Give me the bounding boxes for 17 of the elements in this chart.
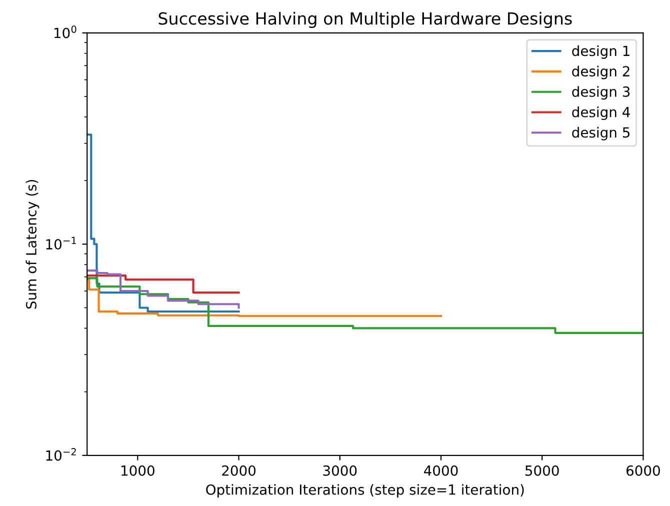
y-tick-label: 10$^{0}$ xyxy=(54,26,76,38)
legend-label: design 3 xyxy=(572,86,630,100)
legend-label: design 5 xyxy=(572,126,630,140)
x-tick-label: 3000 xyxy=(323,465,357,476)
legend-label: design 4 xyxy=(572,106,630,120)
x-tick-label: 6000 xyxy=(626,465,660,476)
x-axis-title: Optimization Iterations (step size=1 iteration) xyxy=(206,484,524,498)
y-axis-title: Sum of Latency (s) xyxy=(26,180,40,309)
x-tick-label: 1000 xyxy=(122,465,154,476)
x-tick-label: 4000 xyxy=(424,465,458,476)
chart-title: Successive Halving on Multiple Hardware Designs xyxy=(158,12,572,28)
y-tick-label: 10$^{−1}$ xyxy=(46,236,76,250)
legend-label: design 2 xyxy=(572,66,630,80)
y-tick-label: 10$^{−2}$ xyxy=(46,448,76,461)
x-tick-label: 2000 xyxy=(222,465,256,476)
legend-label: design 1 xyxy=(572,45,630,59)
x-tick-label: 5000 xyxy=(525,465,559,476)
